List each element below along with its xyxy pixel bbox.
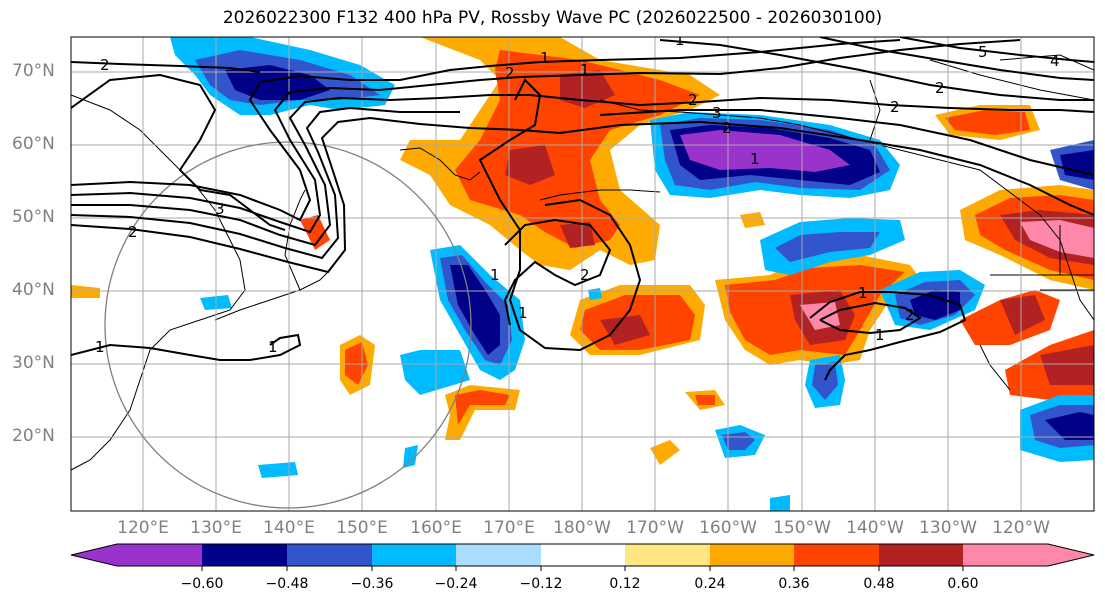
lat-label: 70°N — [12, 61, 55, 81]
colorbar — [70, 543, 1095, 571]
contour-label: 1 — [875, 326, 885, 344]
coastlines — [71, 54, 1094, 471]
colorbar-extend-min — [71, 544, 117, 566]
contour-label: 2 — [688, 91, 698, 109]
lat-label: 30°N — [12, 353, 55, 373]
contour-label: 1 — [268, 338, 278, 356]
contour-label: 1 — [580, 61, 590, 79]
lat-label: 60°N — [12, 134, 55, 154]
colorbar-tick-label: −0.12 — [519, 576, 563, 592]
lon-label: 150°E — [336, 518, 388, 538]
gridlines — [71, 37, 1094, 511]
colorbar-extend-max — [1048, 544, 1094, 566]
lon-label: 160°E — [410, 518, 462, 538]
contour-label: 2 — [580, 266, 590, 284]
contour-label: 1 — [750, 150, 760, 168]
colorbar-tick-label: −0.36 — [350, 576, 394, 592]
lon-label: 150°W — [773, 518, 831, 538]
contour-label: 2 — [722, 119, 732, 137]
lon-label: 170°W — [626, 518, 684, 538]
contour-label: 5 — [978, 43, 988, 61]
contour-label: 2 — [100, 56, 110, 74]
contour-label: 1 — [858, 284, 868, 302]
contour-label: 2 — [128, 223, 138, 241]
colorbar-tick-label: 0.48 — [863, 576, 895, 592]
colorbar-tick-label: −0.60 — [180, 576, 224, 592]
lat-label: 20°N — [12, 426, 55, 446]
pv-contours — [71, 37, 1094, 381]
lat-label: 50°N — [12, 207, 55, 227]
lon-label: 180°W — [553, 518, 611, 538]
lon-label: 170°E — [483, 518, 535, 538]
lon-label: 140°W — [846, 518, 904, 538]
lon-label: 130°E — [190, 518, 242, 538]
colorbar-tick-label: −0.48 — [265, 576, 309, 592]
contour-label: 2 — [505, 64, 515, 82]
range-circle — [104, 141, 472, 509]
map-frame — [70, 36, 1095, 512]
contour-label: 3 — [215, 200, 225, 218]
lon-label: 120°W — [992, 518, 1050, 538]
contour-label: 2 — [935, 79, 945, 97]
map-title: 2026022300 F132 400 hPa PV, Rossby Wave … — [222, 8, 883, 28]
colorbar-tick-label: 0.60 — [947, 576, 979, 592]
colorbar-tick-label: 0.12 — [609, 576, 641, 592]
lon-label: 140°E — [263, 518, 315, 538]
contour-label: 4 — [1050, 52, 1060, 70]
contour-label: 2 — [890, 98, 900, 116]
lon-label: 160°W — [699, 518, 757, 538]
contour-label: 3 — [712, 104, 722, 122]
colorbar-tick-label: −0.24 — [434, 576, 478, 592]
contour-label: 1 — [675, 31, 685, 49]
contour-labels: 2 1 1 2 3 5 4 2 2 3 2 1 2 1 1 1 1 1 2 1 … — [95, 31, 1060, 356]
contour-label: 1 — [540, 49, 550, 67]
contour-label: 1 — [490, 266, 500, 284]
contour-label: 2 — [905, 306, 915, 324]
lat-label: 40°N — [12, 280, 55, 300]
colorbar-tick-label: 0.36 — [778, 576, 810, 592]
lon-label: 120°E — [117, 518, 169, 538]
contour-label: 1 — [95, 338, 105, 356]
lon-label: 130°W — [919, 518, 977, 538]
contour-label: 1 — [518, 304, 528, 322]
colorbar-tick-label: 0.24 — [694, 576, 726, 592]
